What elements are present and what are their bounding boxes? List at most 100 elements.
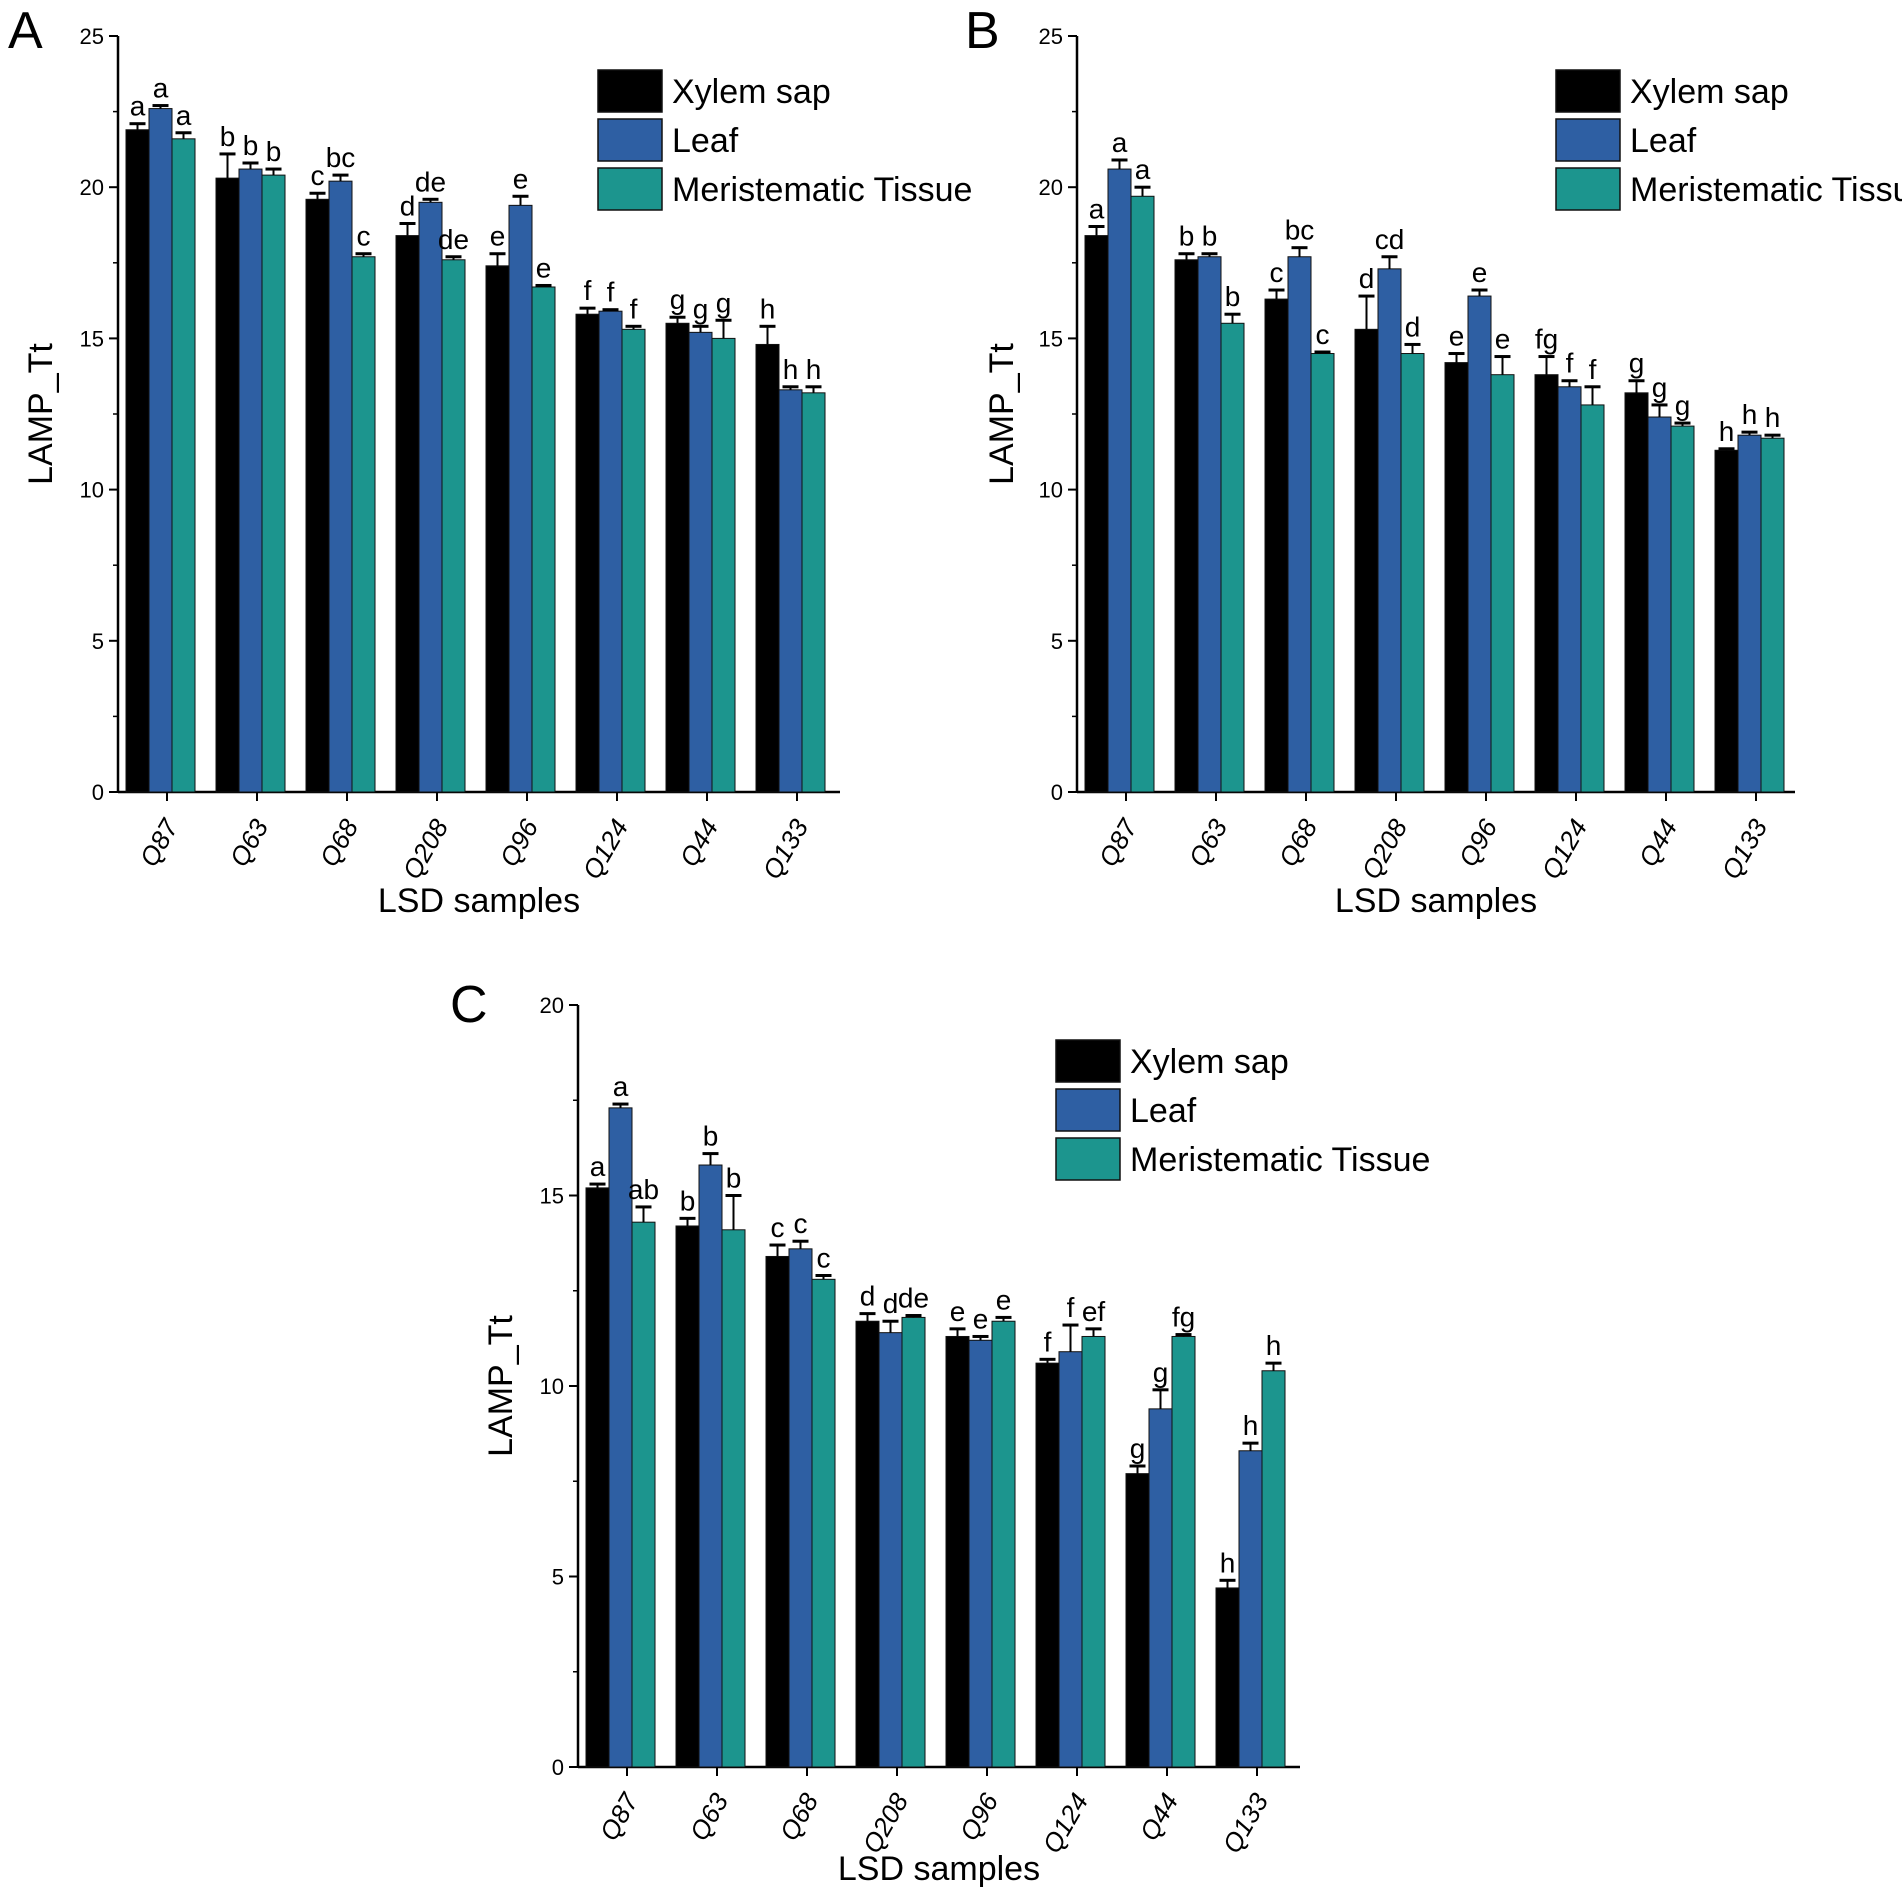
bar (418, 201, 443, 793)
bar (1174, 259, 1199, 793)
bar (238, 168, 263, 793)
bar (608, 1107, 633, 1768)
x-axis-title: LSD samples (838, 1850, 1040, 1888)
significance-letter: c (311, 160, 325, 191)
bar (215, 177, 240, 793)
bar (991, 1320, 1016, 1768)
significance-letter: g (693, 293, 709, 324)
bar (1081, 1335, 1106, 1768)
significance-letter: bc (326, 142, 356, 173)
bar (1714, 449, 1739, 793)
significance-letter: g (1130, 1433, 1146, 1464)
x-tick-label: Q208 (396, 814, 454, 885)
x-tick-label: Q87 (594, 1787, 645, 1846)
y-tick-label: 15 (540, 1184, 564, 1209)
x-tick-label: Q44 (1633, 814, 1684, 872)
y-tick-label: 25 (80, 24, 104, 49)
legend-swatch (597, 118, 663, 162)
bar (1737, 434, 1762, 793)
significance-letter: f (1044, 1326, 1052, 1357)
significance-letter: e (1495, 324, 1511, 355)
significance-letter: g (1675, 390, 1691, 421)
significance-letter: a (590, 1151, 606, 1182)
bar (968, 1339, 993, 1768)
significance-letter: a (153, 73, 169, 104)
legend-label: Leaf (1130, 1092, 1197, 1130)
panel-letter: B (965, 2, 1000, 60)
bar (675, 1225, 700, 1768)
significance-letter: h (783, 354, 799, 385)
bar (755, 343, 780, 793)
significance-letter: a (613, 1071, 629, 1102)
bar (688, 331, 713, 793)
legend-label: Xylem sap (1130, 1043, 1289, 1081)
legend-swatch (1555, 167, 1621, 211)
bar (878, 1332, 903, 1768)
legend-label: Xylem sap (1630, 73, 1789, 111)
x-tick-label: Q96 (954, 1788, 1005, 1846)
x-tick-label: Q96 (494, 814, 545, 872)
bar (778, 389, 803, 793)
x-tick-label: Q124 (1036, 1788, 1094, 1858)
significance-letter: ab (628, 1174, 659, 1205)
bar (901, 1316, 926, 1768)
y-axis-title: LAMP_Tt (482, 1315, 520, 1457)
bar (1264, 298, 1289, 793)
significance-letter: b (266, 136, 282, 167)
significance-letter: a (1112, 127, 1128, 158)
legend-label: Xylem sap (672, 73, 831, 111)
bar (1557, 386, 1582, 793)
significance-letter: b (1202, 221, 1218, 252)
bar (1107, 168, 1132, 793)
y-tick-label: 25 (1039, 24, 1063, 49)
x-axis-title: LSD samples (378, 882, 580, 920)
bar (801, 392, 826, 793)
y-tick-label: 15 (80, 326, 104, 351)
bar (1670, 425, 1695, 793)
significance-letter: b (220, 121, 236, 152)
significance-letter: d (1359, 263, 1375, 294)
bar (788, 1248, 813, 1768)
x-tick-label: Q133 (1216, 1788, 1274, 1859)
significance-letter: d (1405, 311, 1421, 342)
bar (1624, 392, 1649, 793)
significance-letter: b (1225, 281, 1241, 312)
bar (1760, 437, 1785, 793)
y-axis-title: LAMP_Tt (983, 343, 1021, 485)
y-tick-label: 5 (552, 1565, 564, 1590)
y-tick-label: 5 (92, 629, 104, 654)
x-tick-label: Q68 (774, 1788, 825, 1846)
bar (1220, 322, 1245, 793)
significance-letter: d (400, 190, 416, 221)
y-tick-label: 0 (92, 780, 104, 805)
bar (261, 174, 286, 793)
x-tick-label: Q208 (856, 1788, 914, 1859)
x-tick-label: Q63 (684, 1788, 735, 1846)
bar (1261, 1370, 1286, 1768)
legend-label: Leaf (1630, 122, 1697, 160)
significance-letter: c (817, 1243, 831, 1274)
x-tick-label: Q63 (224, 814, 275, 872)
significance-letter: de (415, 166, 446, 197)
bar (351, 256, 376, 793)
x-tick-label: Q68 (1273, 814, 1324, 872)
bar (698, 1164, 723, 1768)
significance-letter: d (860, 1281, 876, 1312)
x-tick-label: Q87 (134, 813, 185, 872)
bar (631, 1221, 656, 1768)
significance-letter: e (536, 252, 552, 283)
bar (945, 1335, 970, 1768)
significance-letter: g (716, 287, 732, 318)
x-axis-title: LSD samples (1335, 882, 1537, 920)
chart-panel-A: A 0 5 10 15 20 25 LAMP_Tt LSD samples aaa Q87 b b b Q6… (8, 2, 972, 920)
bar (1354, 328, 1379, 793)
bar (508, 204, 533, 793)
significance-letter: e (490, 221, 506, 252)
bar (1035, 1362, 1060, 1768)
bar (711, 337, 736, 793)
bar (1377, 268, 1402, 793)
bar (305, 198, 330, 793)
bar (395, 235, 420, 793)
legend-swatch (1055, 1039, 1121, 1083)
legend-swatch (1555, 69, 1621, 113)
